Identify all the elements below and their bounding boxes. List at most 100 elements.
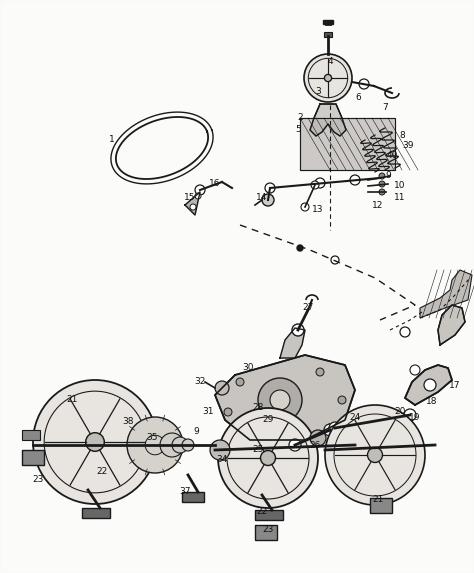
Text: 21: 21 [372, 496, 383, 504]
Circle shape [400, 327, 410, 337]
Circle shape [33, 380, 157, 504]
Circle shape [367, 448, 383, 462]
Text: 29: 29 [262, 415, 273, 425]
Text: 12: 12 [372, 201, 383, 210]
Circle shape [301, 203, 309, 211]
Circle shape [261, 450, 275, 465]
Bar [255, 525, 277, 540]
Circle shape [410, 365, 420, 375]
Circle shape [224, 408, 232, 416]
Polygon shape [310, 104, 346, 136]
Text: 26: 26 [310, 441, 321, 449]
Circle shape [379, 181, 385, 187]
Text: 25: 25 [252, 445, 264, 454]
Polygon shape [280, 328, 305, 358]
Circle shape [292, 324, 304, 336]
Text: 7: 7 [382, 104, 388, 112]
Circle shape [324, 424, 336, 436]
Bar [182, 492, 204, 502]
Polygon shape [300, 118, 395, 170]
Text: 38: 38 [122, 418, 134, 426]
Circle shape [350, 175, 360, 185]
Text: 3: 3 [315, 88, 321, 96]
Text: 21: 21 [66, 395, 78, 405]
Circle shape [258, 431, 266, 439]
Circle shape [310, 430, 326, 446]
Text: 18: 18 [426, 398, 438, 406]
Circle shape [190, 204, 196, 210]
Bar [324, 32, 332, 37]
Text: 20: 20 [394, 407, 406, 417]
Text: 6: 6 [355, 93, 361, 103]
Circle shape [182, 439, 194, 451]
Circle shape [86, 433, 104, 452]
Text: 35: 35 [146, 434, 158, 442]
Circle shape [127, 417, 183, 473]
Text: 37: 37 [179, 488, 191, 496]
Circle shape [331, 256, 339, 264]
Circle shape [195, 193, 201, 199]
Text: 2: 2 [297, 113, 303, 123]
Bar [370, 498, 392, 513]
Text: 40: 40 [386, 151, 398, 159]
Text: 39: 39 [402, 140, 414, 150]
Circle shape [324, 74, 332, 81]
Bar [82, 508, 110, 518]
Text: 27: 27 [302, 304, 314, 312]
Text: 16: 16 [209, 179, 221, 189]
Circle shape [210, 440, 230, 460]
Text: 9: 9 [385, 171, 391, 179]
Circle shape [262, 194, 274, 206]
Text: 22: 22 [256, 508, 268, 516]
Text: 31: 31 [202, 407, 214, 417]
Circle shape [326, 424, 334, 432]
Circle shape [258, 378, 302, 422]
Text: 30: 30 [242, 363, 254, 372]
Bar [22, 450, 44, 465]
Text: 17: 17 [449, 380, 461, 390]
Circle shape [311, 181, 319, 189]
Circle shape [289, 439, 301, 451]
Circle shape [338, 396, 346, 404]
Circle shape [215, 381, 229, 395]
Text: 22: 22 [96, 468, 108, 477]
Text: 10: 10 [394, 180, 406, 190]
Text: 28: 28 [252, 403, 264, 413]
Text: 32: 32 [194, 378, 206, 387]
Circle shape [304, 54, 352, 102]
Bar [22, 430, 40, 440]
Bar [323, 20, 333, 24]
Text: 11: 11 [394, 193, 406, 202]
Circle shape [424, 379, 436, 391]
Text: 23: 23 [32, 476, 44, 485]
Circle shape [404, 409, 416, 421]
Text: 19: 19 [409, 414, 421, 422]
Circle shape [160, 433, 184, 457]
Circle shape [379, 173, 385, 179]
Bar [255, 510, 283, 520]
Circle shape [265, 183, 275, 193]
Text: 24: 24 [349, 414, 361, 422]
Circle shape [297, 245, 303, 251]
Text: 13: 13 [312, 206, 324, 214]
Polygon shape [215, 355, 355, 440]
Text: 1: 1 [109, 135, 115, 144]
Circle shape [316, 368, 324, 376]
Polygon shape [420, 270, 472, 318]
Circle shape [359, 79, 369, 89]
Text: 5: 5 [295, 125, 301, 135]
Circle shape [315, 178, 325, 188]
Circle shape [270, 390, 290, 410]
Polygon shape [405, 365, 452, 405]
Text: 14: 14 [256, 194, 268, 202]
Circle shape [325, 405, 425, 505]
Circle shape [195, 185, 205, 195]
Circle shape [329, 422, 341, 434]
Circle shape [236, 378, 244, 386]
Text: 23: 23 [262, 525, 273, 535]
Polygon shape [438, 305, 465, 345]
Circle shape [218, 408, 318, 508]
Text: 34: 34 [216, 456, 228, 465]
Text: 8: 8 [399, 131, 405, 139]
Circle shape [172, 437, 188, 453]
